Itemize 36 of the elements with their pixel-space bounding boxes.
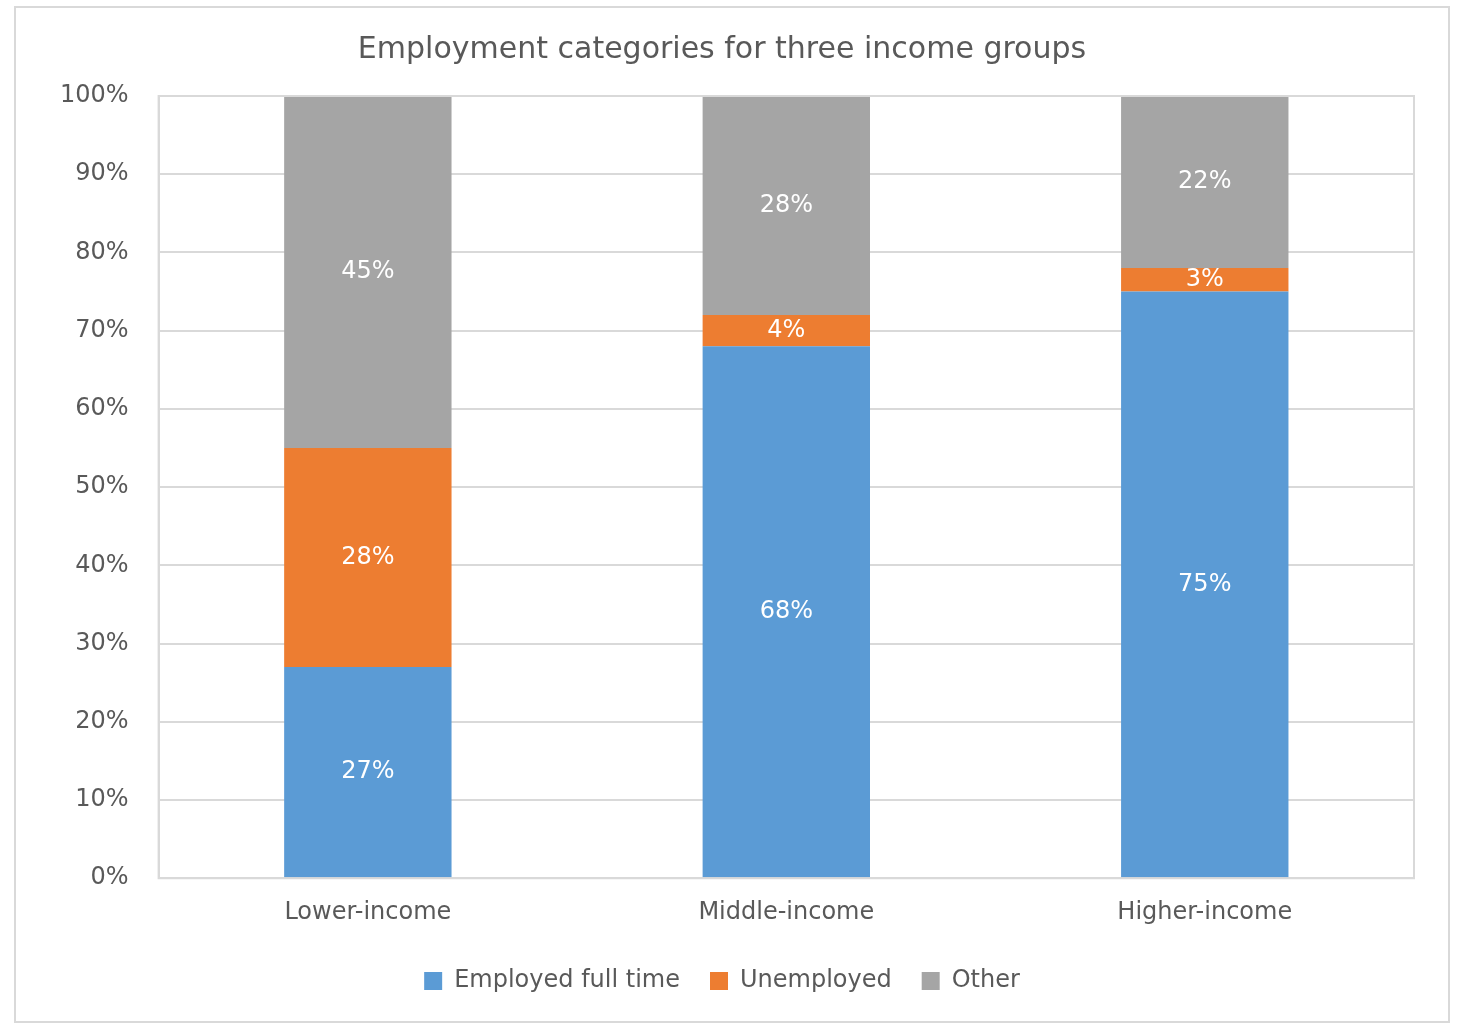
bar [284,667,452,878]
y-tick-label: 70% [75,314,129,343]
data-label: 4% [767,314,806,343]
data-label: 45% [341,256,395,285]
legend-label: Other [951,965,1020,994]
data-label: 27% [341,756,395,785]
legend-label: Unemployed [739,965,892,994]
y-tick-label: 100% [59,80,129,109]
data-label: 68% [759,595,813,624]
bar [702,346,870,878]
bar [1121,291,1289,878]
x-tick-label: Higher-income [1117,896,1293,925]
chart-title: Employment categories for three income groups [357,29,1087,65]
bar [1121,268,1289,292]
y-tick-label: 50% [75,471,129,500]
bar [1121,96,1289,269]
y-tick-label: 90% [75,158,129,187]
y-tick-label: 30% [75,627,129,656]
y-tick-label: 40% [75,549,129,578]
bar [702,315,870,347]
data-label: 28% [341,541,395,570]
x-tick-label: Middle-income [698,896,875,925]
data-label: 75% [1178,568,1232,597]
data-label: 3% [1185,264,1224,293]
bar [702,96,870,316]
y-tick-label: 60% [75,393,129,422]
y-tick-label: 10% [75,784,129,813]
data-label: 22% [1178,166,1232,195]
y-tick-label: 20% [75,705,129,734]
bar [284,96,452,448]
y-tick-label: 80% [75,236,129,265]
x-tick-label: Lower-income [284,896,452,925]
y-tick-label: 0% [90,862,129,891]
data-label: 28% [759,189,813,218]
legend-label: Employed full time [454,965,680,994]
bar [284,447,452,668]
